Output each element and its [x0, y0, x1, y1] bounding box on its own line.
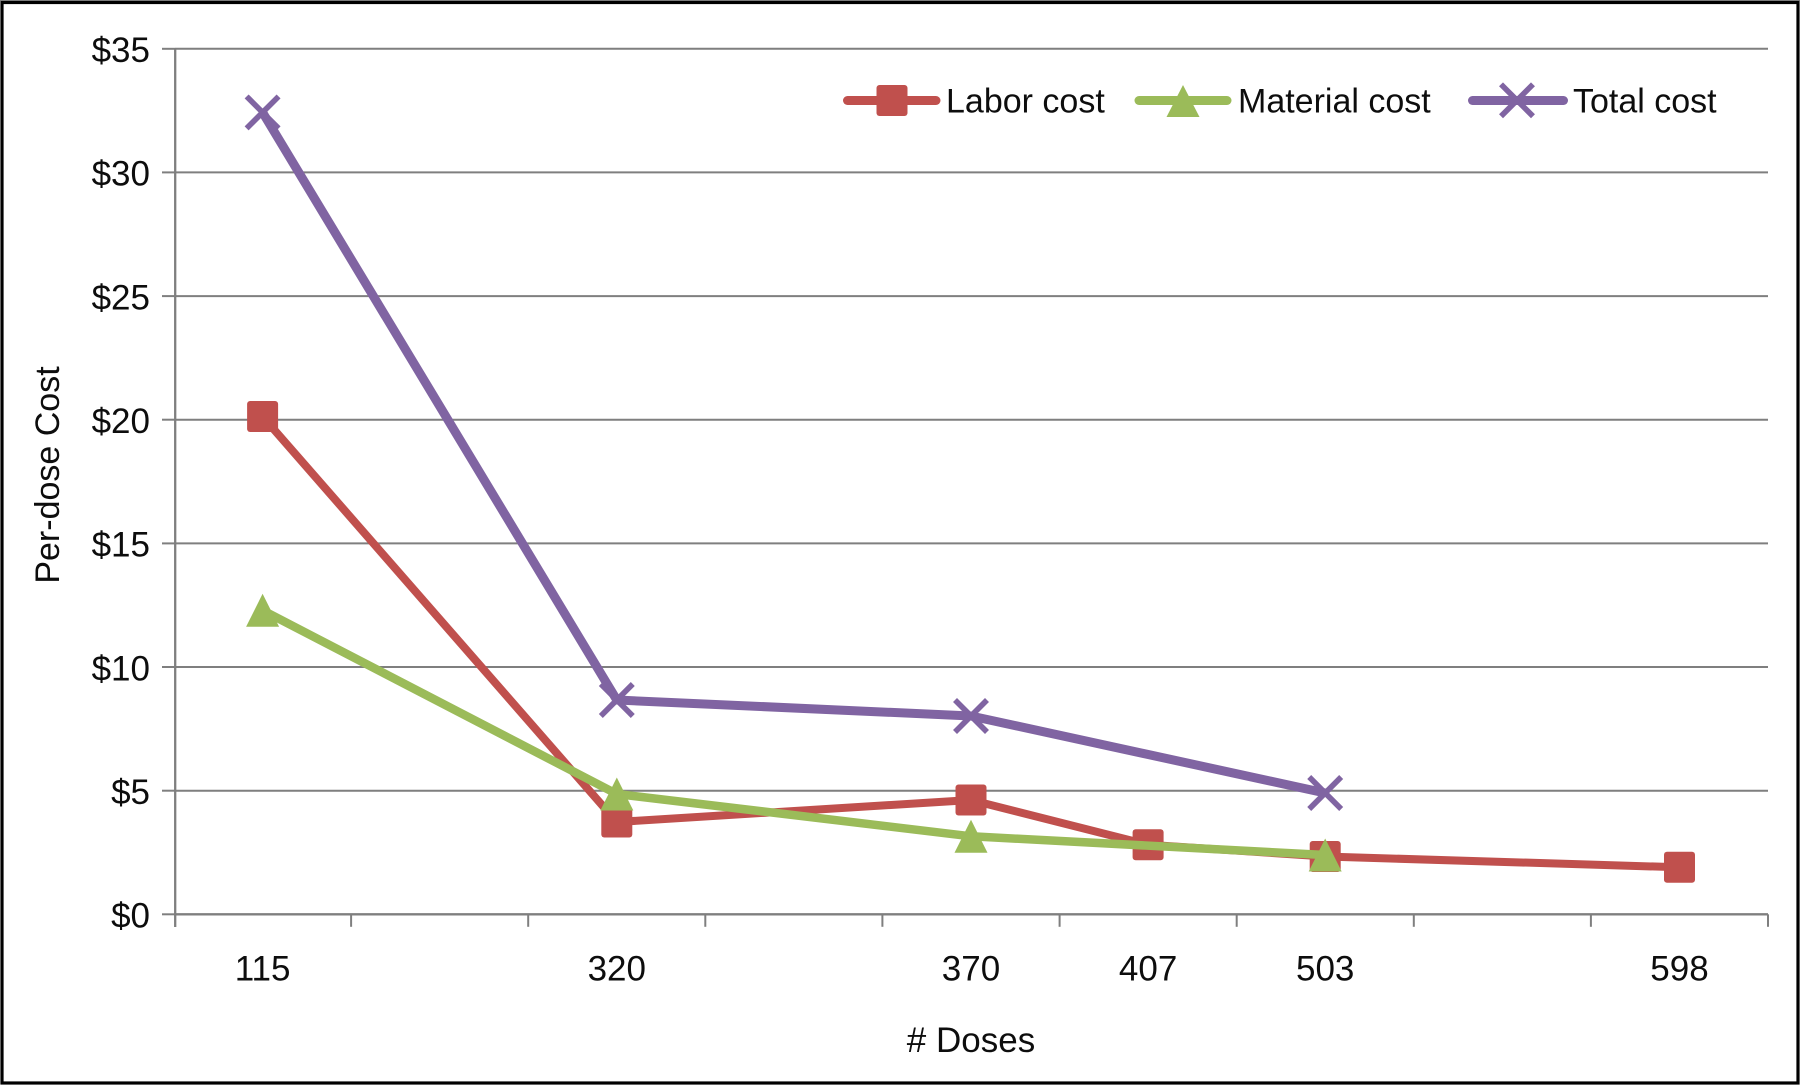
- svg-text:Labor cost: Labor cost: [946, 83, 1105, 121]
- svg-text:407: 407: [1119, 950, 1177, 989]
- svg-text:$15: $15: [92, 526, 150, 565]
- svg-text:Per-dose Cost: Per-dose Cost: [29, 366, 67, 584]
- svg-text:503: 503: [1296, 950, 1354, 989]
- svg-text:$30: $30: [92, 155, 150, 194]
- svg-text:115: 115: [235, 950, 291, 989]
- svg-text:598: 598: [1650, 950, 1708, 989]
- svg-text:Material cost: Material cost: [1238, 83, 1431, 121]
- svg-text:$5: $5: [111, 773, 150, 812]
- svg-text:$25: $25: [92, 278, 150, 317]
- svg-text:$10: $10: [92, 649, 150, 688]
- svg-text:320: 320: [588, 950, 646, 989]
- svg-text:Total cost: Total cost: [1573, 83, 1717, 121]
- svg-text:# Doses: # Doses: [907, 1021, 1035, 1060]
- svg-text:$35: $35: [92, 31, 150, 70]
- svg-text:$0: $0: [111, 897, 150, 936]
- svg-text:$20: $20: [92, 402, 150, 441]
- svg-text:370: 370: [942, 950, 1000, 989]
